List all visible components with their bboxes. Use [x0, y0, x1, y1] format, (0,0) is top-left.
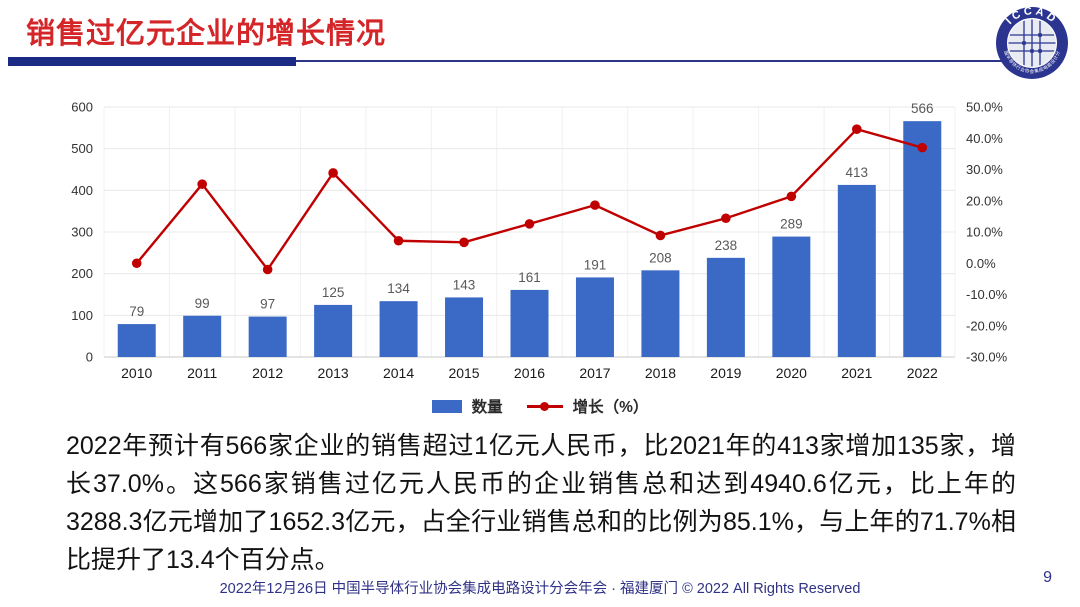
sales-over-100m-companies-chart: 600 500 400 300 200 100 0 50.0% 40.0% 30.0% 20.0% 1…: [71, 100, 1008, 382]
bar-value-label: 143: [453, 277, 476, 292]
bar-value-label: 208: [649, 250, 672, 265]
right-axis-tick-label: 40.0%: [966, 131, 1003, 146]
x-axis-tick-label: 2012: [252, 365, 283, 381]
bar: [706, 257, 745, 357]
line-marker: [590, 200, 600, 210]
bar: [510, 289, 549, 357]
bar: [772, 236, 811, 357]
right-axis-tick-label: -30.0%: [966, 350, 1008, 365]
line-series-marker-icon: [526, 401, 563, 412]
bar: [837, 184, 876, 357]
right-axis-tick-label: 20.0%: [966, 193, 1003, 208]
line-marker: [197, 179, 207, 189]
line-marker: [524, 219, 535, 229]
bar-value-label: 99: [195, 296, 210, 311]
line-marker: [655, 230, 666, 241]
bar-value-label: 413: [846, 165, 869, 180]
line-marker: [852, 124, 862, 134]
bar: [903, 121, 942, 358]
bar: [379, 301, 418, 357]
line-legend-dot: [539, 401, 549, 411]
right-axis-tick-label: 10.0%: [966, 225, 1003, 240]
x-axis-tick-label: 2014: [383, 365, 414, 381]
iccad-logo: ICCAD 中国半导体行业协会集成电路设计分会: [994, 5, 1068, 79]
right-axis-tick-label: 50.0%: [966, 100, 1003, 115]
left-axis-tick-label: 300: [71, 225, 93, 240]
x-axis-tick-label: 2010: [121, 365, 152, 381]
bar-value-label: 125: [322, 285, 345, 300]
x-axis-tick-label: 2020: [776, 365, 807, 381]
bar-value-label: 134: [387, 281, 410, 296]
title-underline-thin: [296, 60, 1004, 62]
x-axis-tick-label: 2016: [514, 365, 545, 381]
left-axis-tick-label: 100: [71, 308, 93, 323]
right-axis-tick-label: -10.0%: [966, 287, 1008, 302]
summary-paragraph: 2022年预计有566家企业的销售超过1亿元人民币，比2021年的413家增加1…: [66, 432, 1016, 574]
x-axis-tick-label: 2021: [841, 365, 872, 381]
x-axis-tick-label: 2015: [448, 365, 479, 381]
bar-value-label: 97: [260, 297, 275, 312]
bar: [575, 277, 614, 357]
title-underline-thick: [8, 57, 296, 66]
line-marker: [917, 142, 928, 153]
left-axis-tick-label: 500: [71, 141, 93, 156]
bar-value-label: 191: [584, 257, 607, 272]
line-marker: [328, 168, 338, 178]
x-axis-tick-label: 2017: [579, 365, 610, 381]
bar: [248, 316, 287, 357]
bar-value-label: 289: [780, 217, 803, 232]
bar-series-swatch: [431, 399, 462, 413]
chart-legend: 数量 增长（%）: [0, 395, 1080, 417]
bar: [445, 297, 484, 357]
line-marker: [786, 191, 797, 202]
x-axis-tick-label: 2011: [187, 365, 217, 381]
line-marker: [131, 258, 142, 269]
x-axis-tick-label: 2019: [710, 365, 741, 381]
left-axis-tick-label: 0: [86, 350, 93, 365]
right-axis-tick-label: 30.0%: [966, 162, 1003, 177]
page-title: 销售过亿元企业的增长情况: [26, 18, 387, 50]
bar-value-label: 238: [715, 238, 738, 253]
page-number: 9: [1043, 569, 1052, 586]
line-marker: [721, 213, 731, 224]
right-axis-tick-label: 0.0%: [966, 256, 996, 271]
line-series-label: 增长（%）: [572, 399, 649, 416]
bar-series-label: 数量: [471, 399, 503, 416]
line-marker: [459, 237, 469, 248]
x-axis-tick-label: 2013: [318, 365, 349, 381]
bar-value-label: 161: [518, 270, 541, 285]
x-axis-tick-label: 2022: [907, 365, 938, 381]
line-marker: [393, 235, 404, 246]
bar: [314, 304, 353, 357]
right-axis-tick-label: -20.0%: [966, 318, 1008, 333]
bar: [641, 270, 680, 357]
footer-copyright: 2022年12月26日 中国半导体行业协会集成电路设计分会年会 · 福建厦门 ©…: [219, 581, 861, 597]
x-axis-tick-label: 2018: [645, 365, 676, 381]
line-marker: [262, 264, 273, 275]
left-axis-tick-label: 600: [71, 100, 93, 115]
bar-value-label: 566: [911, 101, 934, 116]
left-axis-tick-label: 200: [71, 266, 93, 281]
bar: [117, 324, 156, 357]
bar-value-label: 79: [129, 304, 144, 319]
logo-grid-icon: [1008, 19, 1056, 67]
left-axis-tick-label: 400: [71, 183, 93, 198]
bar: [183, 315, 222, 357]
